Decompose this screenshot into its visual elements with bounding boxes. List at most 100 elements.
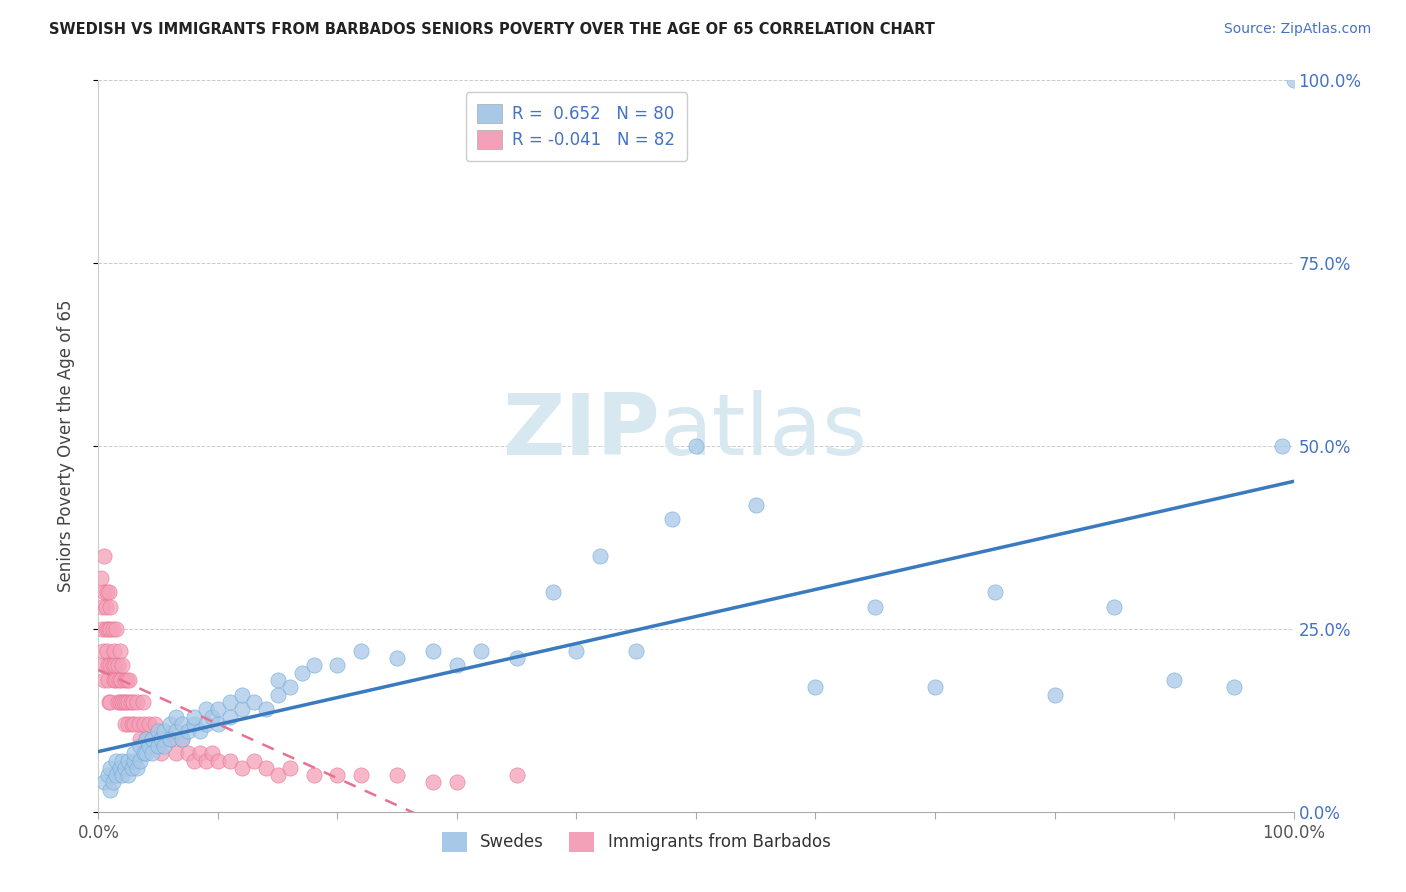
Point: [103, 673, 125, 687]
Point: [153, 731, 176, 746]
Y-axis label: Seniors Poverty Over the Age of 65: Seniors Poverty Over the Age of 65: [56, 300, 75, 592]
Point: [117, 717, 139, 731]
Point: [188, 746, 211, 760]
Point: [132, 746, 155, 760]
Point: [422, 644, 444, 658]
Point: [422, 775, 444, 789]
Point: [172, 731, 194, 746]
Point: [103, 644, 125, 658]
Point: [91, 622, 114, 636]
Point: [143, 717, 166, 731]
Point: [110, 673, 132, 687]
Point: [243, 754, 266, 768]
Point: [111, 768, 134, 782]
Point: [94, 622, 117, 636]
Point: [470, 644, 492, 658]
Point: [565, 644, 588, 658]
Point: [98, 585, 121, 599]
Point: [111, 695, 134, 709]
Point: [207, 702, 229, 716]
Point: [201, 746, 224, 760]
Point: [131, 695, 153, 709]
Legend: Swedes, Immigrants from Barbados: Swedes, Immigrants from Barbados: [436, 826, 837, 858]
Point: [124, 746, 146, 760]
Point: [98, 622, 122, 636]
Point: [195, 702, 218, 716]
Point: [183, 709, 205, 723]
Point: [101, 775, 124, 789]
Point: [745, 498, 768, 512]
Point: [121, 717, 143, 731]
Point: [506, 651, 529, 665]
Point: [219, 695, 242, 709]
Point: [231, 761, 253, 775]
Point: [302, 768, 325, 782]
Point: [107, 673, 129, 687]
Point: [350, 644, 373, 658]
Point: [93, 549, 115, 563]
Point: [219, 709, 242, 723]
Point: [114, 673, 136, 687]
Point: [254, 761, 277, 775]
Point: [138, 717, 160, 731]
Point: [506, 768, 529, 782]
Point: [96, 585, 118, 599]
Point: [278, 761, 301, 775]
Point: [626, 644, 648, 658]
Point: [267, 673, 290, 687]
Point: [291, 665, 314, 680]
Point: [385, 651, 409, 665]
Point: [111, 754, 134, 768]
Point: [141, 731, 163, 746]
Point: [98, 761, 122, 775]
Point: [101, 658, 124, 673]
Point: [231, 688, 253, 702]
Point: [91, 599, 114, 614]
Point: [589, 549, 612, 563]
Point: [98, 695, 122, 709]
Point: [159, 731, 181, 746]
Point: [91, 644, 114, 658]
Point: [984, 585, 1007, 599]
Point: [104, 658, 127, 673]
Point: [195, 717, 218, 731]
Point: [124, 717, 146, 731]
Text: SWEDISH VS IMMIGRANTS FROM BARBADOS SENIORS POVERTY OVER THE AGE OF 65 CORRELATI: SWEDISH VS IMMIGRANTS FROM BARBADOS SENI…: [49, 22, 935, 37]
Point: [101, 622, 124, 636]
Point: [183, 717, 205, 731]
Point: [188, 724, 211, 739]
Point: [98, 599, 122, 614]
Point: [129, 754, 152, 768]
Point: [195, 754, 218, 768]
Point: [1282, 73, 1305, 87]
Point: [141, 746, 163, 760]
Point: [326, 658, 349, 673]
Point: [115, 673, 138, 687]
Point: [148, 724, 170, 739]
Point: [243, 695, 266, 709]
Point: [135, 731, 157, 746]
Point: [124, 754, 146, 768]
Point: [1271, 439, 1294, 453]
Point: [446, 658, 468, 673]
Point: [128, 717, 150, 731]
Point: [125, 695, 148, 709]
Point: [141, 731, 163, 746]
Point: [114, 717, 136, 731]
Point: [90, 571, 112, 585]
Point: [96, 644, 118, 658]
Point: [804, 681, 827, 695]
Point: [207, 754, 229, 768]
Point: [97, 658, 120, 673]
Point: [121, 761, 143, 775]
Point: [118, 673, 141, 687]
Point: [165, 709, 187, 723]
Point: [114, 761, 136, 775]
Point: [541, 585, 564, 599]
Point: [117, 695, 139, 709]
Point: [267, 768, 290, 782]
Point: [93, 775, 115, 789]
Point: [93, 585, 115, 599]
Point: [219, 754, 242, 768]
Point: [159, 731, 181, 746]
